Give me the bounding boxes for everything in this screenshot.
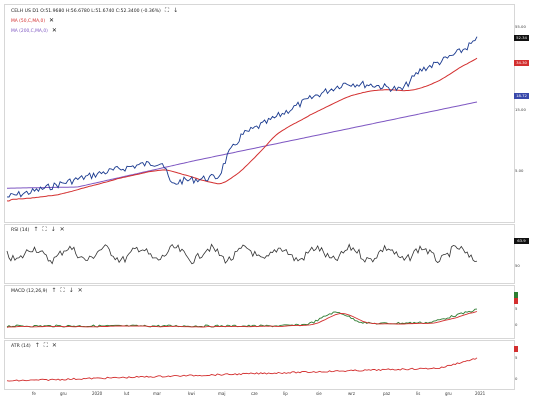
x-label: mar — [153, 391, 161, 396]
expand-icon[interactable]: ⛶ — [164, 7, 170, 14]
x-label: sie — [316, 391, 322, 396]
macd-label: MACD (12,26,9) — [11, 288, 48, 294]
expand-icon[interactable]: ⛶ — [43, 342, 48, 349]
arrow-down-icon[interactable]: ↓ — [173, 7, 179, 14]
y-tick-55: 55.00 — [515, 24, 526, 29]
x-label: lip — [283, 391, 288, 396]
macd-svg — [6, 308, 478, 328]
rsi-header: RSI (14) ↑ ⛶ ↓ ✕ — [11, 227, 65, 233]
arrow-up-icon[interactable]: ↑ — [51, 287, 57, 294]
rsi-svg — [6, 243, 478, 265]
atr-tick-0: 0 — [515, 376, 518, 381]
price-chart-svg — [6, 36, 478, 202]
x-label: lut — [124, 391, 130, 396]
rsi-tag: 63.9 — [514, 238, 529, 244]
close-icon[interactable]: ✕ — [59, 226, 65, 233]
atr-svg — [6, 357, 478, 382]
legend-ma50: MA (50,C,MA,0) ✕ — [11, 18, 54, 24]
ma200-line — [7, 101, 478, 189]
atr-header: ATR (14) ↑ ⛶ ✕ — [11, 343, 57, 349]
arrow-up-icon[interactable]: ↑ — [34, 342, 40, 349]
macd-signal-line — [6, 311, 478, 328]
x-label: wrz — [348, 391, 356, 396]
atr-label: ATR (14) — [11, 343, 31, 349]
x-label: lis — [416, 391, 421, 396]
y-tick-5: 5.00 — [515, 168, 524, 173]
close-icon[interactable]: ✕ — [77, 287, 83, 294]
macd-header: MACD (12,26,9) ↑ ⛶ ↓ ✕ — [11, 288, 83, 294]
x-label: gru — [60, 391, 67, 396]
arrow-down-icon[interactable]: ↓ — [50, 226, 56, 233]
symbol-ohlc-text: CELH US D1 O:51.9680 H:56.6780 L:51.6740… — [11, 8, 161, 14]
ma50-tag: 34.30 — [514, 60, 529, 66]
ma50-line — [6, 57, 478, 202]
arrow-up-icon[interactable]: ↑ — [33, 226, 39, 233]
symbol-header: CELH US D1 O:51.9680 H:56.6780 L:51.6740… — [11, 8, 178, 14]
rsi-line — [6, 243, 478, 265]
x-label: maj — [218, 391, 226, 396]
legend-ma200: MA (200,C,MA,0) ✕ — [11, 28, 57, 34]
atr-tag — [514, 346, 518, 352]
x-label: 2021 — [475, 391, 486, 396]
x-label: 2020 — [92, 391, 103, 396]
ma200-label: MA (200,C,MA,0) — [11, 28, 48, 34]
price-tag: 52.34 — [514, 35, 529, 41]
rsi-pane[interactable]: RSI (14) ↑ ⛶ ↓ ✕ — [4, 224, 515, 284]
macd-pane[interactable]: MACD (12,26,9) ↑ ⛶ ↓ ✕ — [4, 285, 515, 339]
x-label: cze — [251, 391, 258, 396]
rsi-label: RSI (14) — [11, 227, 30, 233]
macd-tag — [514, 292, 518, 298]
expand-icon[interactable]: ⛶ — [60, 287, 65, 294]
expand-icon[interactable]: ⛶ — [42, 226, 47, 233]
x-label: kwi — [188, 391, 195, 396]
y-tick-15: 15.00 — [515, 107, 526, 112]
ma50-label: MA (50,C,MA,0) — [11, 18, 46, 24]
rsi-tick-50: 50 — [515, 263, 520, 268]
close-icon[interactable]: ✕ — [51, 342, 57, 349]
close-icon[interactable]: ✕ — [49, 17, 55, 24]
close-icon[interactable]: ✕ — [51, 27, 57, 34]
atr-pane[interactable]: ATR (14) ↑ ⛶ ✕ — [4, 340, 515, 390]
x-label: fe — [32, 391, 36, 396]
price-pane[interactable]: CELH US D1 O:51.9680 H:56.6780 L:51.6740… — [4, 4, 515, 223]
atr-tick-5: 5 — [515, 355, 518, 360]
x-label: paz — [383, 391, 391, 396]
arrow-down-icon[interactable]: ↓ — [68, 287, 74, 294]
atr-line — [6, 357, 478, 382]
ma200-tag: 18.72 — [514, 93, 529, 99]
macd-tick-0: 0 — [515, 322, 518, 327]
macd-tick-5: 5 — [515, 306, 518, 311]
x-label: gru — [445, 391, 452, 396]
price-line — [6, 36, 478, 198]
macd-signal-tag — [514, 298, 518, 304]
macd-line — [6, 308, 478, 328]
